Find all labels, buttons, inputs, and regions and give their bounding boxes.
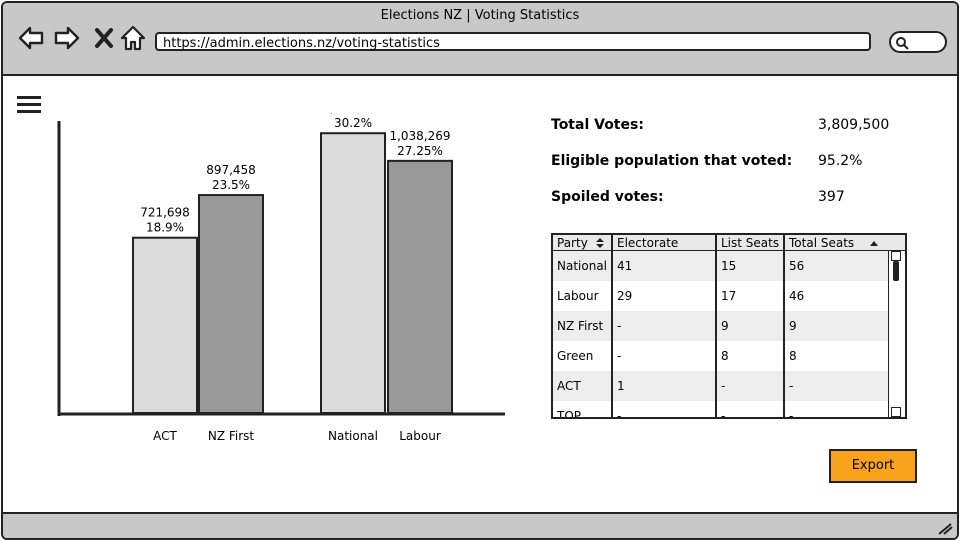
- export-button[interactable]: Export: [829, 449, 917, 483]
- cell-party: NZ First: [557, 319, 604, 333]
- cell-total-seats: 8: [789, 349, 797, 363]
- eligible-voted-label: Eligible population that voted:: [551, 153, 793, 169]
- total-votes-value: 3,809,500: [818, 117, 890, 133]
- cell-total-seats: 46: [789, 289, 805, 303]
- scroll-thumb[interactable]: [893, 261, 899, 281]
- spoiled-votes-label: Spoiled votes:: [551, 189, 664, 205]
- resize-grip-icon[interactable]: [937, 521, 953, 535]
- cell-party: TOP: [557, 409, 582, 419]
- bar-percent-label: 27.25%: [397, 144, 443, 158]
- cell-total-seats: -: [789, 379, 794, 393]
- bar-percent-label: 18.9%: [146, 221, 184, 235]
- menu-icon[interactable]: [17, 95, 41, 115]
- cell-party: Green: [557, 349, 594, 363]
- cell-party: ACT: [557, 379, 581, 393]
- window-title: Elections NZ | Voting Statistics: [380, 8, 580, 23]
- scroll-down-icon[interactable]: [891, 407, 901, 417]
- forward-icon[interactable]: [53, 24, 81, 52]
- table-row[interactable]: NZ First - 9 9: [553, 311, 891, 341]
- cell-electorate-seats: -: [617, 409, 622, 419]
- cell-electorate-seats: -: [617, 349, 622, 363]
- col-header-total-seats[interactable]: Total Seats: [785, 235, 905, 251]
- cell-list-seats: 8: [721, 349, 729, 363]
- cell-total-seats: 9: [789, 319, 797, 333]
- bar-percent-label: 30.2%: [334, 116, 372, 130]
- column-divider: [715, 235, 717, 417]
- bar-value-label: 1,038,269: [389, 129, 450, 143]
- cell-list-seats: -: [721, 409, 726, 419]
- bar-percent-label: 23.5%: [212, 178, 250, 192]
- table-row[interactable]: Labour 29 17 46: [553, 281, 891, 311]
- search-box[interactable]: [889, 31, 947, 53]
- sort-icon: [596, 238, 604, 248]
- bar-act: [132, 236, 198, 414]
- category-label: Labour: [399, 429, 441, 443]
- total-votes-label: Total Votes:: [551, 117, 644, 133]
- search-icon: [896, 37, 909, 50]
- table-row[interactable]: Green - 8 8: [553, 341, 891, 371]
- category-label: NZ First: [208, 429, 255, 443]
- back-icon[interactable]: [17, 24, 45, 52]
- spoiled-votes-value: 397: [818, 189, 845, 205]
- cell-list-seats: -: [721, 379, 726, 393]
- title-bar: Elections NZ | Voting Statistics https:/…: [3, 3, 957, 76]
- cell-electorate-seats: -: [617, 319, 622, 333]
- column-divider: [611, 235, 613, 417]
- home-icon[interactable]: [119, 24, 147, 52]
- col-header-list-seats[interactable]: List Seats: [717, 235, 783, 251]
- cell-party: National: [557, 259, 608, 273]
- seats-table: Party Electorate Seats List Seats Total …: [551, 233, 907, 419]
- category-label: National: [328, 429, 378, 443]
- cell-party: Labour: [557, 289, 599, 303]
- bar-value-label: 1,152,075: [322, 113, 383, 115]
- bar-national: [320, 132, 386, 414]
- scroll-up-icon[interactable]: [891, 251, 901, 265]
- address-bar[interactable]: https://admin.elections.nz/voting-statis…: [155, 32, 871, 51]
- bar-value-label: 897,458: [206, 163, 256, 177]
- table-scrollbar[interactable]: [888, 251, 905, 417]
- cell-total-seats: -: [789, 409, 794, 419]
- cell-electorate-seats: 29: [617, 289, 633, 303]
- col-header-party[interactable]: Party: [553, 235, 611, 251]
- table-row[interactable]: ACT 1 - -: [553, 371, 891, 401]
- table-row[interactable]: National 41 15 56: [553, 251, 891, 281]
- cell-list-seats: 15: [721, 259, 737, 273]
- bar-labour: [387, 159, 453, 415]
- category-label: ACT: [153, 429, 177, 443]
- status-bar: [3, 512, 957, 538]
- cell-list-seats: 9: [721, 319, 729, 333]
- table-row[interactable]: TOP - - -: [553, 401, 891, 419]
- cell-total-seats: 56: [789, 259, 805, 273]
- sort-ascending-icon: [870, 241, 878, 246]
- eligible-voted-value: 95.2%: [818, 153, 863, 169]
- bar-value-label: 721,698: [140, 206, 190, 220]
- cell-electorate-seats: 1: [617, 379, 625, 393]
- column-divider: [783, 235, 785, 417]
- cell-electorate-seats: 41: [617, 259, 633, 273]
- bar-nz-first: [198, 194, 264, 414]
- close-icon[interactable]: [91, 24, 119, 52]
- cell-list-seats: 17: [721, 289, 737, 303]
- col-header-electorate-seats[interactable]: Electorate Seats: [613, 235, 715, 266]
